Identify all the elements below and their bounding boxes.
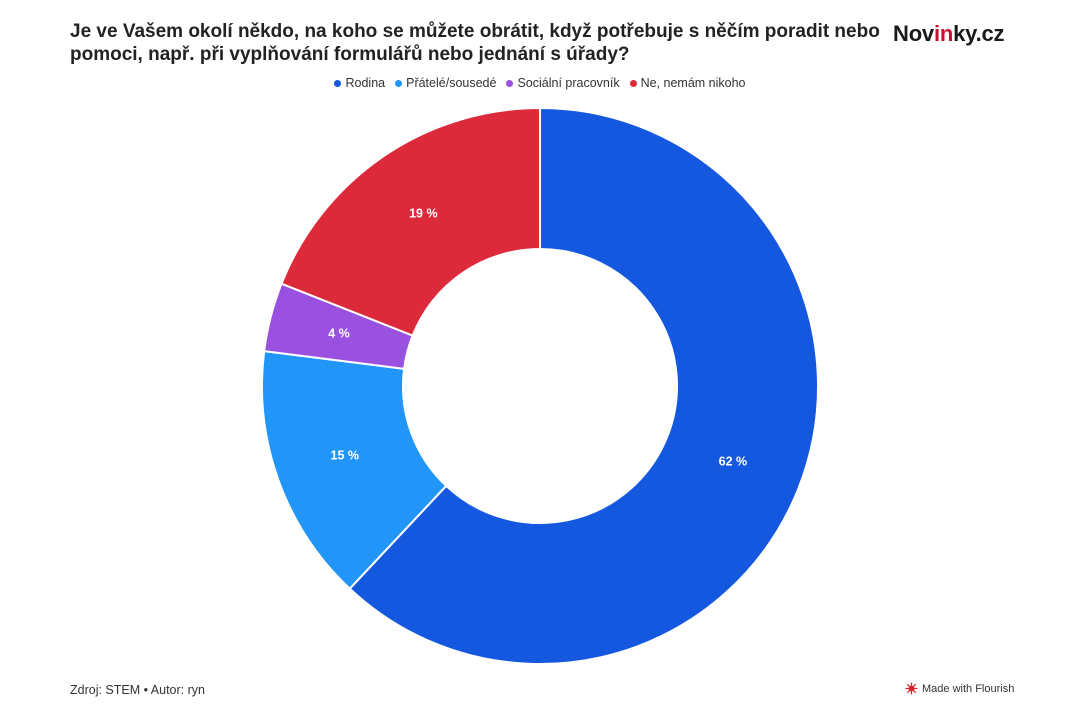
legend-item-pratele[interactable]: Přátelé/sousedé xyxy=(395,76,496,90)
brand-suffix: ky.cz xyxy=(953,21,1005,46)
legend-label-nikoho: Ne, nemám nikoho xyxy=(640,76,746,90)
legend-dot-socialni xyxy=(506,79,514,87)
brand-accent: in xyxy=(933,21,954,46)
chart-legend: Rodina Přátelé/sousedé Sociální pracovní… xyxy=(0,76,1080,90)
source-note: Zdroj: STEM • Autor: ryn xyxy=(70,683,205,697)
slice-value-label-0: 62 % xyxy=(719,455,748,469)
slice-value-label-2: 4 % xyxy=(328,327,350,341)
slice-value-label-1: 15 % xyxy=(331,449,360,463)
flourish-icon xyxy=(905,682,918,695)
legend-item-nikoho[interactable]: Ne, nemám nikoho xyxy=(629,76,746,90)
made-with-flourish-label: Made with Flourish xyxy=(922,682,1015,695)
legend-label-socialni: Sociální pracovník xyxy=(517,76,620,90)
legend-dot-nikoho xyxy=(629,79,637,87)
legend-label-pratele: Přátelé/sousedé xyxy=(406,76,497,90)
donut-slice-3[interactable] xyxy=(280,106,541,337)
made-with-flourish-link[interactable]: Made with Flourish xyxy=(905,682,1014,695)
donut-slice-0[interactable] xyxy=(348,106,819,665)
donut-slice-1[interactable] xyxy=(261,350,448,591)
legend-item-socialni[interactable]: Sociální pracovník xyxy=(506,76,620,90)
legend-item-rodina[interactable]: Rodina xyxy=(334,76,385,90)
brand-logo[interactable]: Novinky.cz xyxy=(893,21,1005,47)
legend-label-rodina: Rodina xyxy=(345,76,386,90)
slice-value-label-3: 19 % xyxy=(409,207,438,221)
brand-prefix: Nov xyxy=(893,21,934,46)
legend-dot-rodina xyxy=(334,79,342,87)
chart-title: Je ve Vašem okolí někdo, na koho se může… xyxy=(70,21,880,65)
legend-dot-pratele xyxy=(395,79,403,87)
